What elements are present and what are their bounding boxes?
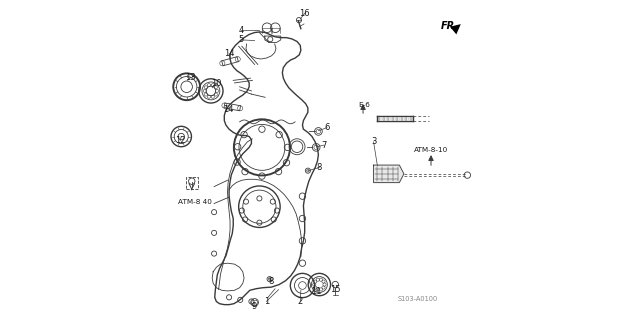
Text: E-6: E-6 bbox=[358, 102, 370, 108]
Text: 16: 16 bbox=[300, 9, 310, 18]
Text: 7: 7 bbox=[321, 141, 326, 150]
Text: 11: 11 bbox=[312, 287, 322, 296]
Text: 14: 14 bbox=[224, 49, 234, 58]
Text: 6: 6 bbox=[324, 123, 330, 132]
Text: S103-A0100: S103-A0100 bbox=[397, 296, 437, 302]
Text: 3: 3 bbox=[371, 137, 376, 146]
Text: 4: 4 bbox=[238, 26, 243, 35]
Text: ATM-8-10: ATM-8-10 bbox=[414, 147, 448, 153]
Polygon shape bbox=[374, 165, 404, 182]
Text: 13: 13 bbox=[186, 73, 196, 82]
Text: 8: 8 bbox=[317, 163, 322, 172]
Text: 14: 14 bbox=[223, 105, 234, 114]
Text: 15: 15 bbox=[330, 285, 340, 294]
Text: 12: 12 bbox=[175, 136, 186, 145]
Text: FR.: FR. bbox=[440, 21, 459, 31]
Text: 2: 2 bbox=[298, 297, 303, 306]
Text: 9: 9 bbox=[251, 302, 256, 311]
Text: 5: 5 bbox=[238, 35, 243, 44]
Text: 10: 10 bbox=[211, 79, 221, 88]
Text: ATM-8 40: ATM-8 40 bbox=[178, 199, 212, 204]
Text: 1: 1 bbox=[264, 297, 269, 306]
Text: 8: 8 bbox=[269, 277, 274, 286]
